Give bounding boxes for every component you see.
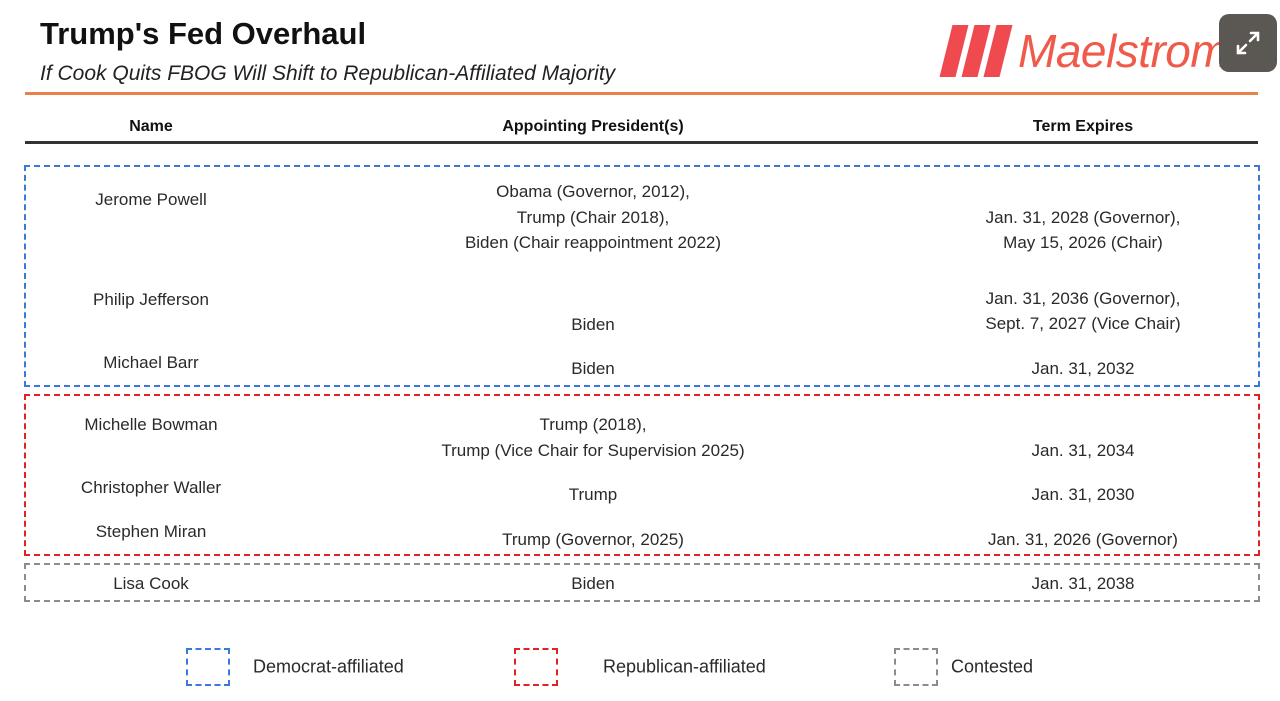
legend-label-republican: Republican-affiliated: [603, 656, 766, 677]
republican-affiliated-group: [24, 394, 1260, 556]
term-expires: Sept. 7, 2027 (Vice Chair): [985, 314, 1181, 333]
contested-group: [24, 563, 1260, 602]
member-name: Christopher Waller: [80, 478, 222, 497]
appointed-by: Biden (Chair reappointment 2022): [464, 233, 722, 252]
member-name: Jerome Powell: [95, 190, 207, 209]
term-expires: May 15, 2026 (Chair): [1003, 233, 1163, 252]
member-name: Lisa Cook: [113, 574, 189, 593]
appointed-by: Obama (Governor, 2012),: [496, 182, 690, 201]
logo-text: Maelstrom: [1018, 25, 1229, 77]
expand-button[interactable]: [1219, 14, 1277, 72]
column-header-term-expires: Term Expires: [1032, 118, 1134, 135]
maelstrom-logo: Maelstrom: [939, 24, 1229, 78]
legend-swatch-contested: [894, 648, 938, 686]
page-title: Trump's Fed Overhaul: [40, 16, 367, 51]
appointed-by: Trump (2018),: [539, 415, 647, 434]
term-expires: Jan. 31, 2026 (Governor): [988, 530, 1178, 549]
table-header-divider: [25, 141, 1258, 144]
term-expires: Jan. 31, 2034: [1031, 441, 1135, 460]
appointed-by: Trump: [568, 485, 618, 504]
term-expires: Jan. 31, 2030: [1031, 485, 1135, 504]
header-divider: [25, 92, 1258, 95]
appointed-by: Biden: [571, 359, 615, 378]
legend-label-democrat: Democrat-affiliated: [253, 656, 404, 677]
democrat-affiliated-group: [24, 165, 1260, 387]
member-name: Philip Jefferson: [93, 290, 209, 309]
term-expires: Jan. 31, 2036 (Governor),: [985, 289, 1181, 308]
legend-swatch-democrat: [186, 648, 230, 686]
member-name: Michelle Bowman: [84, 415, 218, 434]
appointed-by: Trump (Governor, 2025): [502, 530, 684, 549]
expand-icon: [1236, 31, 1260, 55]
term-expires: Jan. 31, 2032: [1031, 359, 1135, 378]
term-expires: Jan. 31, 2038: [1031, 574, 1135, 593]
appointed-by: Trump (Vice Chair for Supervision 2025): [441, 441, 745, 460]
appointed-by: Trump (Chair 2018),: [516, 208, 670, 227]
appointed-by: Biden: [571, 315, 615, 334]
appointed-by: Biden: [571, 574, 615, 593]
legend-swatch-republican: [514, 648, 558, 686]
term-expires: Jan. 31, 2028 (Governor),: [985, 208, 1181, 227]
page-subtitle: If Cook Quits FBOG Will Shift to Republi…: [40, 62, 616, 85]
column-header-appointing-president: Appointing President(s): [502, 118, 684, 135]
legend-label-contested: Contested: [951, 656, 1034, 677]
column-header-name: Name: [129, 118, 173, 135]
member-name: Stephen Miran: [95, 522, 207, 541]
member-name: Michael Barr: [103, 353, 199, 372]
